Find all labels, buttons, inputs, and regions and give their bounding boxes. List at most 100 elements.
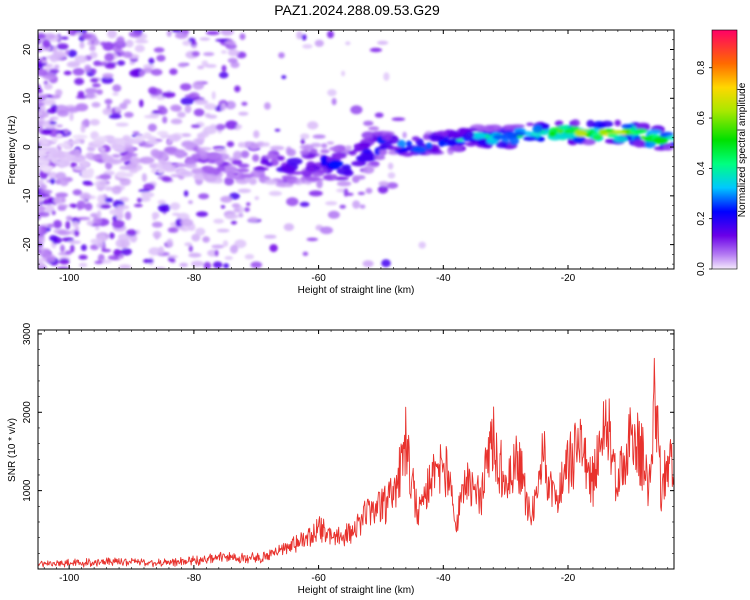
spectrogram-blob [158,246,165,255]
spectrogram-blob [215,38,228,42]
spectrogram-ridge-blob [130,139,142,143]
spectrogram-blob [188,245,193,253]
spectrogram-blob [180,218,194,226]
spectrogram-blob [39,189,53,194]
snr-y-label: SNR (10 * v/v) [7,418,18,482]
spectrogram-blob [191,51,200,57]
spectrogram-blob [51,210,56,216]
spectrogram-blob [192,81,205,90]
spectrogram-blob [104,62,116,69]
spectrogram-ridge-blob [357,154,369,163]
spectrogram-blob [221,65,227,72]
spectrogram-blob [104,98,113,105]
spectrogram-blob [171,30,182,33]
spectrogram-blob [57,204,69,208]
spectrogram-ridge-blob [495,141,508,149]
spectrogram-blob [381,259,391,268]
spectrogram-blob [326,141,335,145]
spectrogram-ridge-blob [163,147,177,153]
spectrogram-blob [166,238,174,247]
spectrogram-ridge-blob [147,136,157,142]
spectrogram-blob [90,78,99,83]
colorbar-label: Normalized spectral amplitude [737,82,748,217]
spectrogram-ridge-blob [448,132,464,138]
spectrogram-blob [166,30,172,37]
spectrogram-blob [157,106,168,115]
spectrogram-blob [79,41,85,49]
spectrogram-blob [116,60,126,66]
spectrogram-blob [41,128,53,135]
colorbar-tick-label: 0.6 [696,111,707,125]
spectrogram-ridge-blob [80,168,94,177]
spectrogram-ridge-blob [134,134,146,141]
spectrogram-ridge-blob [368,126,380,131]
spectrogram-blob [100,204,112,209]
spectrogram-blob [61,237,74,242]
spectrogram-ridge-blob [55,133,64,139]
spectrogram-ridge-blob [92,154,103,161]
spectrogram-ridge-blob [307,166,316,173]
spectrogram-ridge-blob [147,140,159,145]
spectrogram-blob [71,221,80,228]
spectrogram-ridge-blob [185,159,197,165]
spectrogram-ridge-blob [231,159,243,165]
spectrogram-blob [300,138,305,145]
snr-x-tick-label: -60 [311,573,326,584]
spectrogram-blob [74,229,80,237]
spectrogram-blob [108,113,122,119]
spectrogram-ridge-blob [252,154,260,162]
spectrogram-y-tick-label: 0 [22,144,33,150]
spectrogram-blob [302,251,309,256]
spectrogram-blob [139,99,144,108]
colorbar-tick-label: 0.0 [696,262,707,276]
spectrogram-ridge-blob [610,130,626,135]
spectrogram-ridge-blob [42,159,50,166]
spectrogram-ridge-blob [129,156,141,165]
spectrogram-blob [67,49,78,58]
spectrogram-blob [112,92,119,96]
spectrogram-blob [244,207,250,213]
spectrogram-blob [40,184,47,190]
spectrogram-blob [302,44,313,49]
spectrogram-blob [374,112,384,118]
spectrogram-blob [59,177,69,187]
spectrogram-ridge-blob [513,131,526,136]
spectrogram-blob [191,124,201,128]
spectrogram-blob [191,260,204,267]
spectrogram-ridge-blob [526,122,534,127]
snr-series-line [38,357,674,568]
spectrogram-blob [96,239,104,248]
spectrogram-blob [49,121,57,125]
spectrogram-blob [278,52,285,59]
spectrogram-ridge-blob [203,174,218,182]
spectrogram-blob [91,102,101,108]
spectrogram-ridge-blob [320,149,330,154]
spectrogram-blob [219,71,229,79]
spectrogram-blob [238,111,249,116]
spectrogram-ridge-blob [652,136,669,145]
spectrogram-blob [70,161,78,168]
spectrogram-blob [264,234,277,239]
spectrogram-blob [180,133,192,138]
spectrogram-blob [283,223,295,232]
spectrogram-blob [84,202,93,211]
spectrogram-blob [345,41,351,46]
spectrogram-blob [125,39,134,48]
spectrogram-blob [239,33,246,40]
spectrogram-blob [38,94,48,98]
spectrogram-blob [138,189,151,193]
spectrogram-ridge-blob [362,165,375,174]
spectrogram-blob [184,94,196,98]
spectrogram-ridge-blob [509,137,520,145]
spectrogram-blob [80,244,87,252]
spectrogram-ridge-blob [63,140,80,145]
spectrogram-ridge-blob [634,128,648,134]
spectrogram-blob [320,226,333,235]
spectrogram-blob [119,254,124,259]
spectrogram-blob [359,204,366,209]
spectrogram-ridge [38,119,674,188]
spectrogram-blob [268,191,282,196]
spectrogram-ridge-blob [111,144,126,150]
spectrogram-blob [188,252,202,258]
